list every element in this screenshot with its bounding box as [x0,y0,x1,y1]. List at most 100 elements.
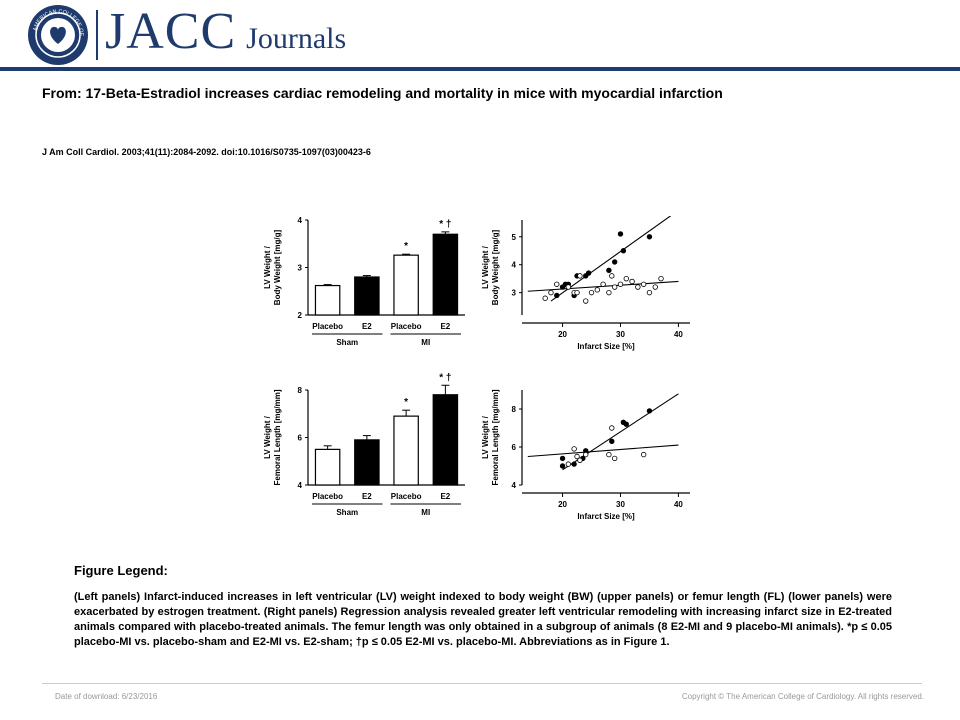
y-axis-label: Body Weight [mg/g] [491,229,500,305]
x-tick-label: 40 [674,500,683,509]
placebo-data-point [606,289,612,296]
e2-data-point [554,292,560,299]
article-citation: J Am Coll Cardiol. 2003;41(11):2084-2092… [42,147,371,157]
x-tick-label: 20 [558,500,567,509]
bar [354,439,380,486]
placebo-data-point [623,275,629,282]
significance-marker: * † [439,372,451,383]
bar [393,254,419,316]
e2-data-point [609,438,615,444]
e2-data-point [646,234,653,240]
bar [354,276,380,316]
placebo-data-point [583,451,589,458]
category-label: E2 [440,492,450,501]
placebo-data-point [629,278,635,285]
regression-line [550,216,672,302]
journal-header: AMERICAN COLLEGE OF CARDIOLOGY JACC Journ… [0,0,960,71]
e2-data-point [646,408,653,414]
figure-legend-text: (Left panels) Infarct-induced increases … [74,591,892,648]
e2-data-point [606,267,612,273]
y-tick-label: 5 [512,233,517,242]
category-label: Placebo [391,492,422,501]
placebo-data-point [652,284,658,290]
placebo-data-point [646,289,653,296]
bar [314,284,341,316]
placebo-data-point [577,457,583,463]
logo-divider [96,10,98,60]
placebo-data-point [609,425,615,431]
significance-marker: * † [439,219,451,230]
y-tick-label: 4 [512,481,517,490]
download-date: Date of download: 6/23/2016 [55,692,158,701]
placebo-data-point [606,451,612,458]
e2-data-point [559,463,566,469]
group-label: Sham [336,508,358,517]
y-tick-label: 3 [512,289,517,298]
jacc-logo: JACC Journals [105,2,346,61]
placebo-data-point [548,289,554,296]
logo-suffix: Journals [246,22,347,55]
e2-data-point [623,421,629,427]
placebo-data-point [574,289,580,296]
placebo-data-point [600,281,606,287]
figure-legend-heading: Figure Legend: [74,563,168,578]
placebo-data-point [609,273,615,279]
y-tick-label: 4 [512,261,517,270]
x-axis-label: Infarct Size [%] [577,342,635,351]
y-tick-label: 8 [512,405,517,414]
placebo-data-point [583,298,589,304]
group-label: MI [421,508,430,517]
y-axis-label: Femoral Length [mg/mm] [273,389,282,485]
y-axis-label: LV Weight / [481,415,490,459]
placebo-data-point [588,289,595,296]
placebo-data-point [640,281,647,287]
group-label: MI [421,338,430,347]
y-tick-label: 6 [512,443,517,452]
placebo-data-point [542,295,548,301]
bar [314,448,341,486]
y-axis-label: LV Weight / [481,245,490,289]
e2-data-point [617,231,624,237]
x-tick-label: 20 [558,330,567,339]
category-label: Placebo [312,492,343,501]
placebo-data-point [594,287,601,293]
category-label: E2 [440,322,450,331]
category-label: Placebo [391,322,422,331]
e2-data-point [585,270,592,276]
placebo-data-point [635,284,641,290]
article-title: From: 17-Beta-Estradiol increases cardia… [42,85,723,101]
placebo-data-point [611,284,618,290]
bar [432,233,459,316]
y-tick-label: 8 [298,386,303,395]
y-tick-label: 4 [298,216,303,225]
placebo-data-point [574,453,580,460]
category-label: E2 [362,492,372,501]
significance-marker: * [404,397,408,408]
placebo-data-point [658,275,664,282]
footer-rule [42,683,922,684]
bar [432,394,459,486]
placebo-data-point [571,446,577,452]
y-tick-label: 3 [298,264,303,273]
y-tick-label: 2 [298,311,303,320]
e2-data-point [559,455,566,462]
e2-data-point [571,461,577,467]
y-axis-label: LV Weight / [263,245,272,289]
group-label: Sham [336,338,358,347]
placebo-data-point [565,284,572,290]
y-axis-label: LV Weight / [263,415,272,459]
y-tick-label: 4 [298,481,303,490]
x-tick-label: 30 [616,500,625,509]
x-tick-label: 40 [674,330,683,339]
copyright-notice: Copyright © The American College of Card… [681,692,924,701]
placebo-data-point [617,281,624,287]
regression-line [527,444,679,458]
x-tick-label: 30 [616,330,625,339]
category-label: E2 [362,322,372,331]
e2-data-point [611,259,618,265]
placebo-data-point [611,455,618,462]
category-label: Placebo [312,322,343,331]
placebo-data-point [565,461,572,467]
y-axis-label: Body Weight [mg/g] [273,229,282,305]
